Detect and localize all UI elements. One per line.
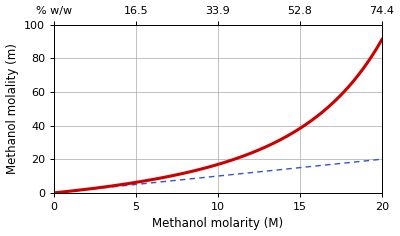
Y-axis label: Methanol molality (m): Methanol molality (m) <box>6 43 18 174</box>
X-axis label: Methanol molarity (M): Methanol molarity (M) <box>152 217 284 230</box>
